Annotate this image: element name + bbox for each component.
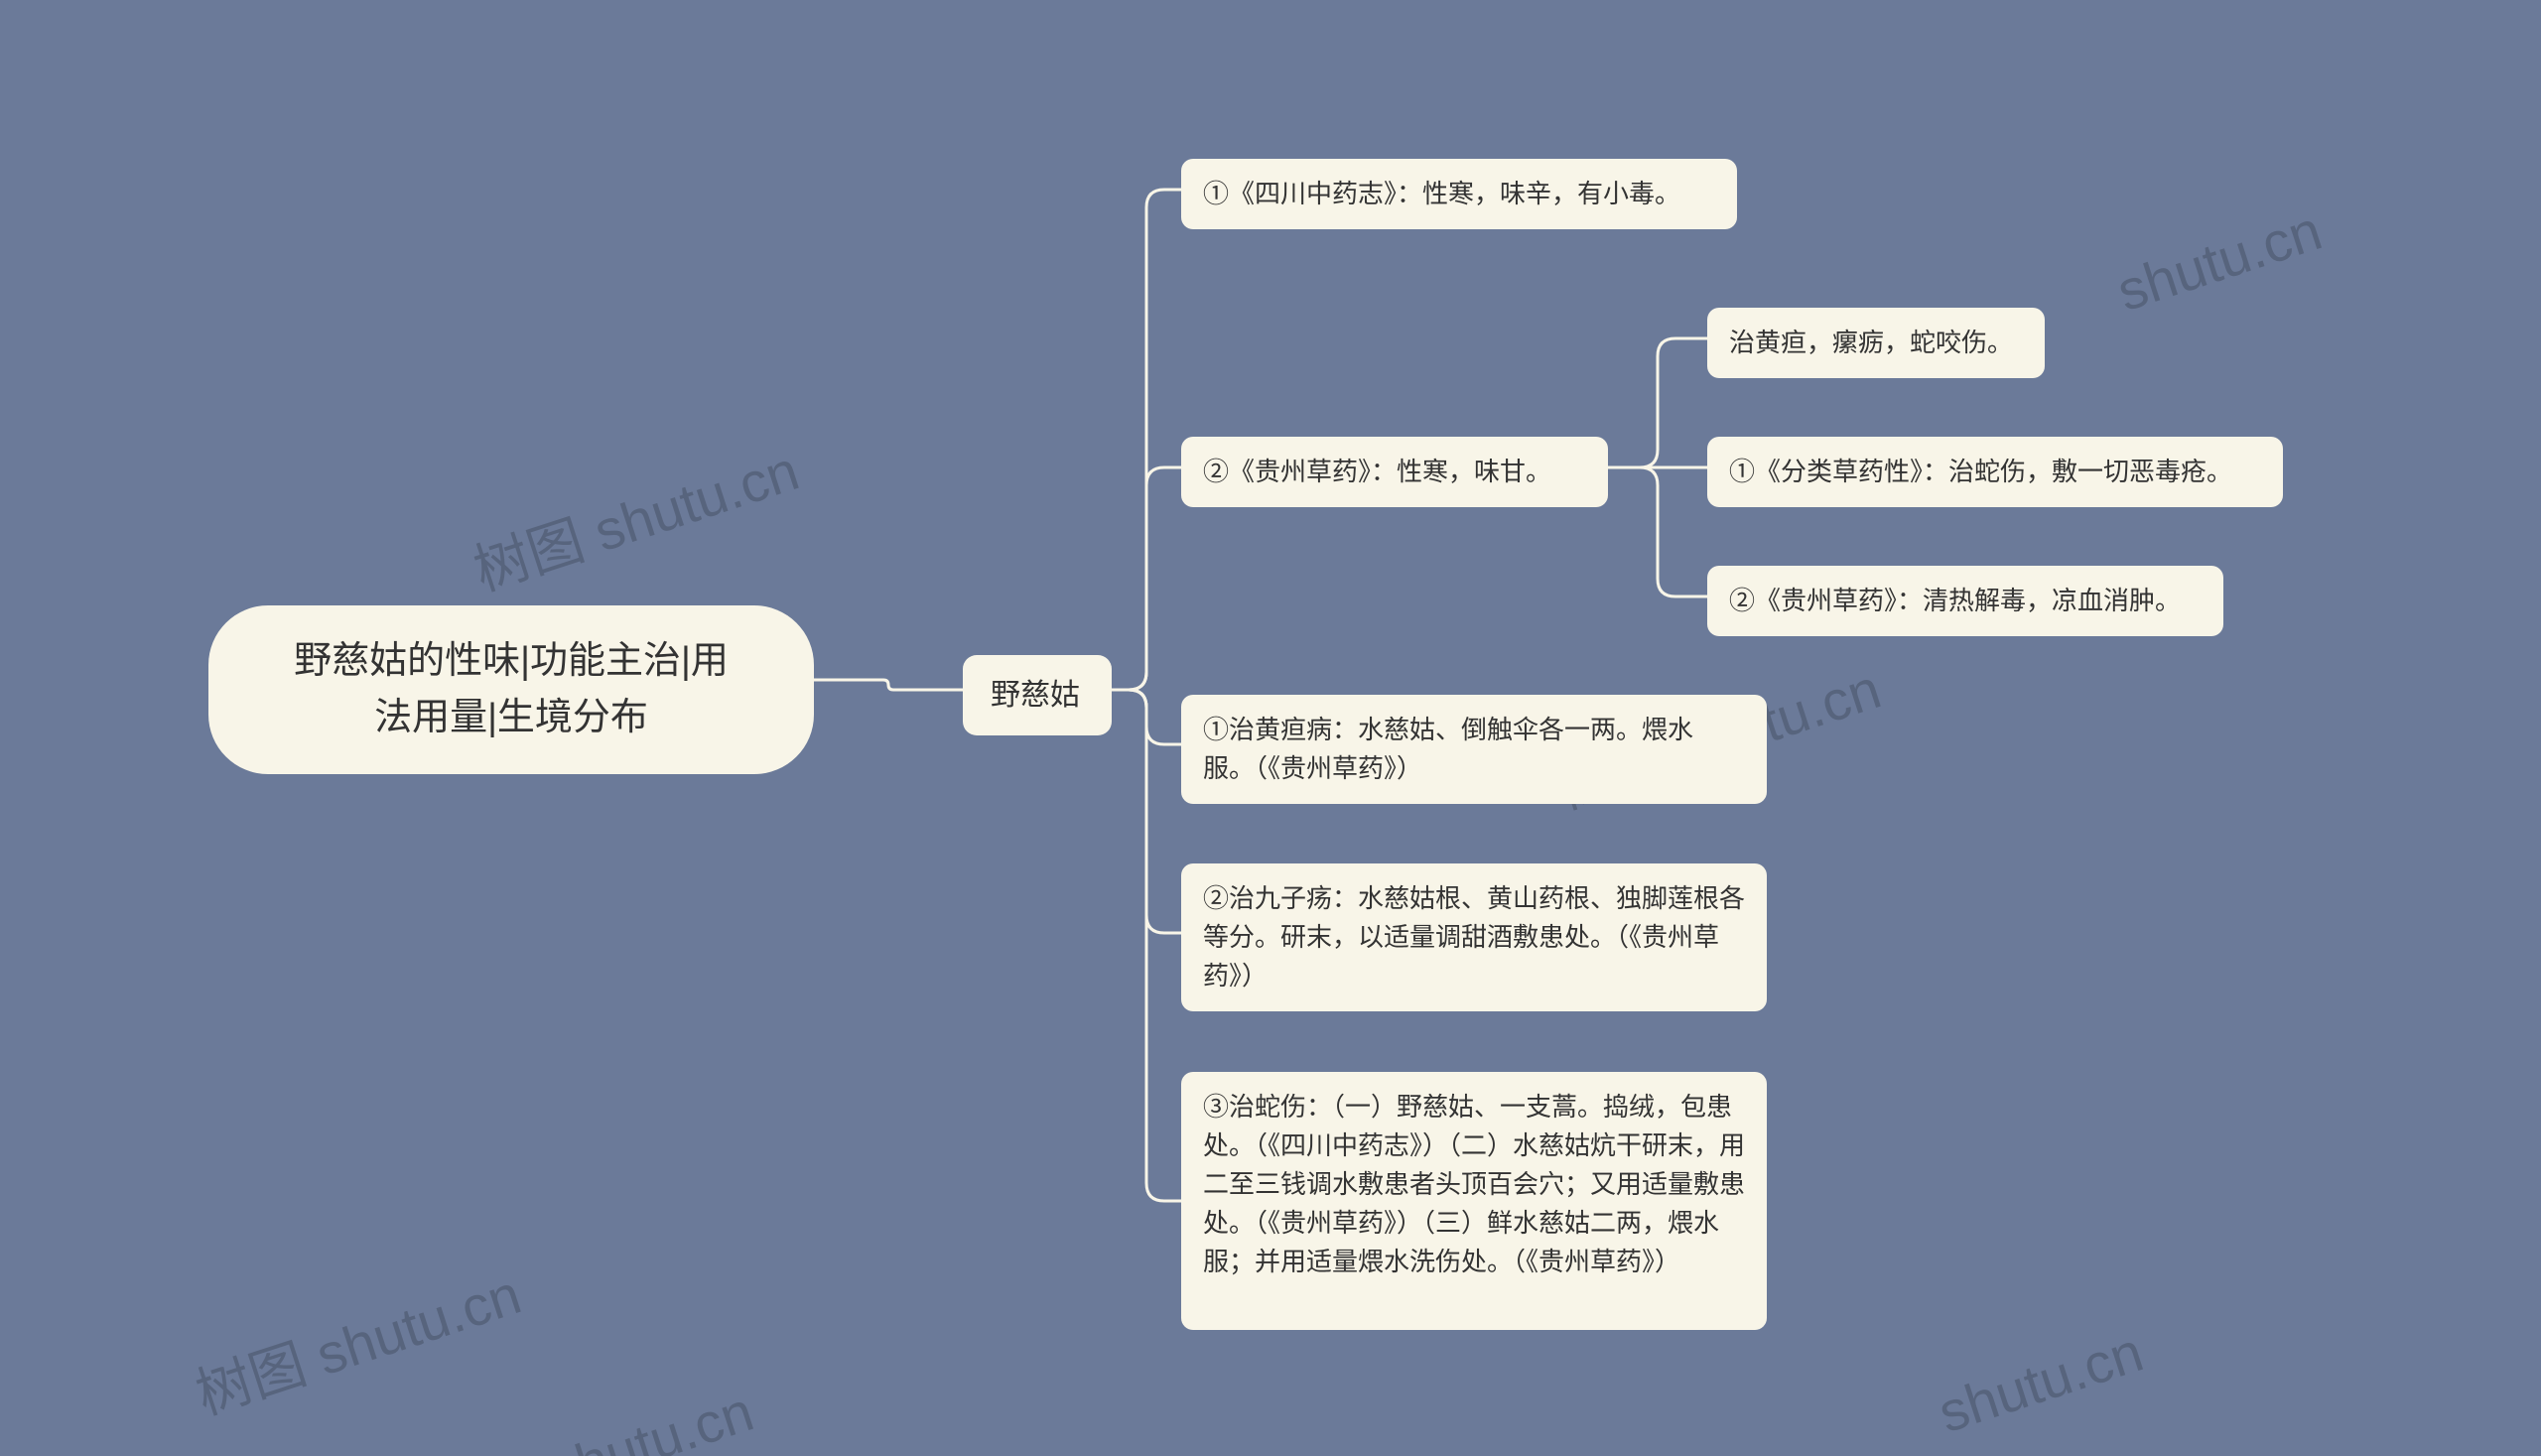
mindmap-node-level3[interactable]: ②《贵州草药》：清热解毒，凉血消肿。 xyxy=(1707,566,2223,636)
node-text: ①《四川中药志》：性寒，味辛，有小毒。 xyxy=(1203,179,1680,208)
mindmap-node-level1[interactable]: 野慈姑 xyxy=(963,655,1112,735)
root-line1: 野慈姑的性味|功能主治|用 xyxy=(252,633,770,690)
mindmap-node-level2[interactable]: ①治黄疸病：水慈姑、倒触伞各一两。煨水服。（《贵州草药》） xyxy=(1181,695,1767,804)
node-text: ①《分类草药性》：治蛇伤，敷一切恶毒疮。 xyxy=(1729,457,2232,486)
mindmap-node-level2[interactable]: ②治九子疡：水慈姑根、黄山药根、独脚莲根各等分。研末，以适量调甜酒敷患处。（《贵… xyxy=(1181,863,1767,1011)
node-text: ①治黄疸病：水慈姑、倒触伞各一两。煨水服。（《贵州草药》） xyxy=(1203,715,1693,783)
node-text: 治黄疸，瘰疬，蛇咬伤。 xyxy=(1729,328,2013,357)
mindmap-node-level3[interactable]: ①《分类草药性》：治蛇伤，敷一切恶毒疮。 xyxy=(1707,437,2283,507)
root-line2: 法用量|生境分布 xyxy=(252,690,770,746)
mindmap-node-level2[interactable]: ②《贵州草药》：性寒，味甘。 xyxy=(1181,437,1608,507)
mindmap-node-level3[interactable]: 治黄疸，瘰疬，蛇咬伤。 xyxy=(1707,308,2045,378)
mindmap-node-level2[interactable]: ①《四川中药志》：性寒，味辛，有小毒。 xyxy=(1181,159,1737,229)
node-text: ②《贵州草药》：清热解毒，凉血消肿。 xyxy=(1729,586,2181,615)
node-text: ②治九子疡：水慈姑根、黄山药根、独脚莲根各等分。研末，以适量调甜酒敷患处。（《贵… xyxy=(1203,883,1745,991)
mindmap-root[interactable]: 野慈姑的性味|功能主治|用 法用量|生境分布 xyxy=(208,605,814,774)
node-label: 野慈姑 xyxy=(991,679,1080,712)
node-text: ②《贵州草药》：性寒，味甘。 xyxy=(1203,457,1551,486)
mindmap-node-level2[interactable]: ③治蛇伤：（一）野慈姑、一支蒿。捣绒，包患处。（《四川中药志》）（二）水慈姑炕干… xyxy=(1181,1072,1767,1330)
node-text: ③治蛇伤：（一）野慈姑、一支蒿。捣绒，包患处。（《四川中药志》）（二）水慈姑炕干… xyxy=(1203,1092,1745,1276)
